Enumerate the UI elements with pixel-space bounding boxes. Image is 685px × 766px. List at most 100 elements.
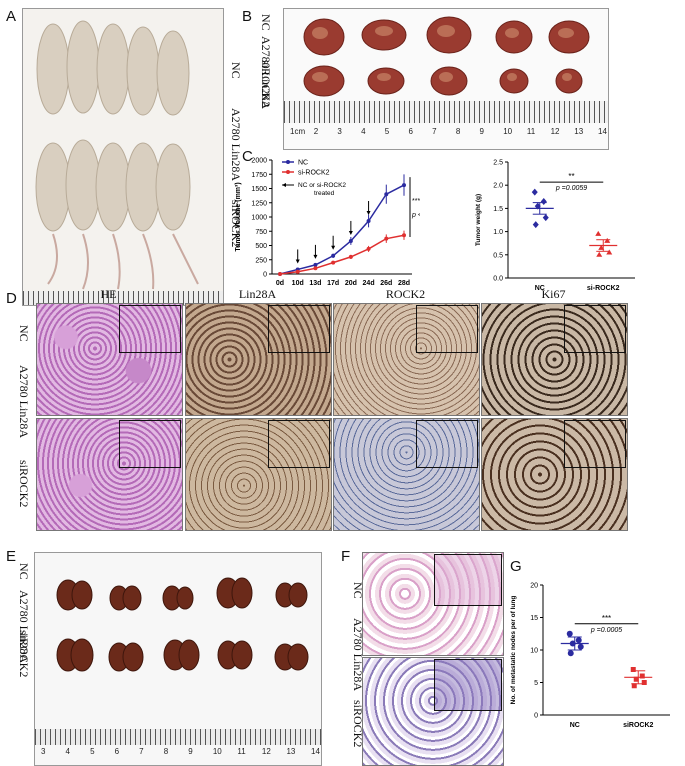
x-tick-label: siROCK2 [623, 722, 653, 729]
ruler-number: 9 [479, 127, 484, 136]
data-point-si-ROCK2 [604, 237, 611, 243]
ruler-number: 10 [503, 127, 513, 136]
ruler-number: 8 [163, 747, 169, 756]
data-point-siROCK2 [630, 667, 636, 672]
ruler-number: 5 [384, 127, 390, 136]
panel-label-e: E [6, 548, 17, 565]
panel-label-f: F [341, 548, 351, 565]
data-point-NC [567, 650, 574, 657]
ruler-b [284, 101, 608, 123]
ruler-a [23, 291, 223, 305]
series-line-si-ROCK2 [279, 234, 405, 275]
rock2-nc-inset [416, 305, 478, 353]
legend-label: NC [298, 160, 308, 167]
y-tick-label: 0 [263, 272, 267, 279]
mice-illustration [35, 20, 199, 290]
annotation-text-1: NC or si-ROCK2 [298, 182, 346, 189]
data-point-NC [531, 188, 538, 196]
legend-label: si-ROCK2 [298, 170, 330, 177]
col-label-rock2: ROCK2 [385, 287, 426, 301]
treatment-arrowhead [295, 259, 300, 264]
y-tick-label: 750 [255, 229, 267, 236]
sig-stars: ** [568, 172, 574, 181]
ruler-number: 2 [313, 127, 319, 136]
data-point-NC [540, 197, 547, 205]
he-si-image [36, 418, 183, 531]
data-point-NC [542, 214, 549, 222]
x-tick-label: si-ROCK2 [587, 285, 620, 292]
a-group-nc: NC [229, 62, 243, 79]
data-point-NC [575, 637, 582, 644]
sig-stars: *** [412, 198, 420, 205]
ruler-number: 13 [286, 747, 296, 756]
metastatic-nodes-chart: 0 5 10 15 20 NC siROCK2 No. of metastatic nodes… [510, 583, 670, 729]
y-tick-label: 10 [530, 648, 538, 655]
e-group-si: siROCK2 [17, 630, 31, 678]
ruler-number: 5 [90, 747, 95, 756]
f-cell-line: A2780 Lin28A [351, 618, 365, 691]
e-cell-line: A2780 Lin28A [17, 590, 31, 663]
y-tick-label: 500 [255, 243, 267, 250]
f-group-nc: NC [351, 582, 365, 599]
treatment-arrowhead [366, 210, 371, 215]
y-axis-label: Tumor Volume (mm³) [235, 182, 242, 251]
he-nc-inset [119, 305, 181, 353]
d-group-nc: NC [17, 325, 31, 342]
annotation-arrowhead [282, 183, 286, 187]
treatment-arrowhead [331, 245, 336, 250]
x-tick-label: NC [535, 285, 545, 292]
data-point-siROCK2 [631, 683, 637, 689]
y-tick-label: 1500 [251, 186, 267, 193]
b-group-si: siROCK2 [259, 60, 273, 108]
p-value: p =0.0005 [590, 627, 622, 634]
rock2-si-inset [416, 420, 478, 468]
ruler-number: 11 [526, 127, 536, 136]
ruler-number: 1cm [290, 127, 306, 136]
y-tick-label: 2.5 [493, 160, 503, 167]
b-cell-line: A2780 Lin28A [259, 36, 273, 109]
y-tick-label: 15 [530, 615, 538, 622]
data-point-NC [532, 221, 539, 229]
x-tick-label: 20d [345, 280, 357, 287]
x-tick-label: NC [570, 722, 580, 729]
legend-marker-si-ROCK2 [286, 170, 290, 174]
ruler-e [35, 729, 321, 745]
mice-photo [22, 8, 224, 306]
ruler-number: 3 [337, 127, 342, 136]
annotation-text-2: treated [314, 190, 335, 197]
x-tick-label: 13d [309, 280, 321, 287]
panel-label-a: A [6, 8, 17, 25]
panel-label-d: D [6, 290, 17, 307]
ruler-e-numbers: 3 4 5 6 7 8 9 10 11 12 13 14 [35, 747, 321, 761]
x-tick-label: 17d [327, 280, 339, 287]
tumor-illustration [303, 16, 590, 97]
ruler-number: 12 [550, 127, 560, 136]
ruler-number: 9 [188, 747, 193, 756]
lung-he-si-inset [434, 659, 502, 711]
ruler-number: 14 [311, 747, 320, 756]
ruler-number: 10 [212, 747, 222, 756]
lung-illustration [56, 577, 309, 672]
ruler-number: 13 [574, 127, 584, 136]
y-tick-label: 0.0 [493, 276, 503, 283]
ruler-number: 11 [237, 747, 246, 756]
y-axis-label: No. of metastatic nodes per of lung [510, 596, 517, 705]
sig-stars: *** [602, 614, 611, 623]
col-label-he: HE [100, 287, 117, 301]
a-group-si: siROCK2 [229, 200, 243, 248]
lin28a-si-inset [268, 420, 330, 468]
legend-marker-NC [286, 160, 290, 164]
y-tick-label: 1.5 [493, 206, 503, 213]
y-tick-label: 1.0 [493, 229, 503, 236]
treatment-arrowhead [313, 254, 318, 259]
ki67-si-image [481, 418, 628, 531]
series-line-NC [279, 184, 405, 275]
x-tick-label: 26d [380, 280, 392, 287]
lung-photo: 3 4 5 6 7 8 9 10 11 12 13 14 [34, 552, 322, 766]
e-group-nc: NC [17, 563, 31, 580]
panel-label-c: C [242, 148, 253, 165]
ki67-nc-image [481, 303, 628, 416]
y-tick-label: 2000 [251, 158, 267, 165]
panel-label-g: G [510, 558, 522, 575]
